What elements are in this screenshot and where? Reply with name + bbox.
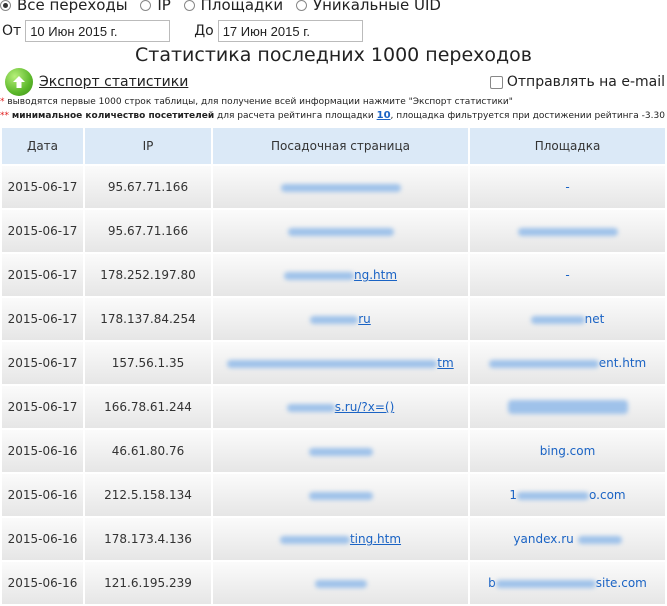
upload-arrow-icon[interactable] bbox=[5, 68, 33, 96]
cell-ip: 178.137.84.254 bbox=[83, 296, 213, 342]
cell-site[interactable]: bing.com bbox=[468, 428, 667, 474]
table-row: 2015-06-17 178.137.84.254 ru net bbox=[0, 296, 667, 342]
radio-button[interactable] bbox=[183, 0, 195, 11]
cell-site[interactable]: yandex.ru bbox=[468, 516, 667, 562]
radio-all-transitions[interactable]: Все переходы bbox=[0, 0, 128, 14]
min-visitors-count: 10 bbox=[376, 110, 391, 121]
cell-date: 2015-06-17 bbox=[0, 384, 85, 430]
radio-button[interactable] bbox=[295, 0, 307, 11]
cell-landing-page[interactable] bbox=[211, 208, 470, 254]
radio-unique-uid[interactable]: Уникальные UID bbox=[295, 0, 441, 14]
cell-ip: 46.61.80.76 bbox=[83, 428, 213, 474]
cell-date: 2015-06-17 bbox=[0, 296, 85, 342]
cell-ip: 166.78.61.244 bbox=[83, 384, 213, 430]
cell-date: 2015-06-17 bbox=[0, 340, 85, 386]
export-statistics[interactable]: Экспорт статистики bbox=[5, 68, 188, 96]
note-row-limit: * выводятся первые 1000 строк таблицы, д… bbox=[0, 97, 513, 107]
cell-site: - bbox=[468, 252, 667, 298]
table-header-row: Дата IP Посадочная страница Площадка bbox=[0, 126, 667, 166]
cell-date: 2015-06-16 bbox=[0, 472, 85, 518]
cell-landing-page[interactable]: s.ru/?x=() bbox=[211, 384, 470, 430]
cell-site[interactable] bbox=[468, 208, 667, 254]
table-row: 2015-06-17 157.56.1.35 tm ent.htm bbox=[0, 340, 667, 386]
cell-landing-page[interactable] bbox=[211, 560, 470, 606]
table-row: 2015-06-17 95.67.71.166 - bbox=[0, 164, 667, 210]
table-row: 2015-06-16 178.173.4.136 ting.htm yandex… bbox=[0, 516, 667, 562]
table-row: 2015-06-16 46.61.80.76 bing.com bbox=[0, 428, 667, 474]
transitions-table: Дата IP Посадочная страница Площадка 201… bbox=[0, 126, 667, 606]
cell-landing-page[interactable]: ting.htm bbox=[211, 516, 470, 562]
cell-date: 2015-06-16 bbox=[0, 516, 85, 562]
cell-landing-page[interactable]: ng.htm bbox=[211, 252, 470, 298]
cell-ip: 178.252.197.80 bbox=[83, 252, 213, 298]
radio-button[interactable] bbox=[0, 0, 11, 11]
cell-site[interactable]: ent.htm bbox=[468, 340, 667, 386]
cell-site[interactable]: net bbox=[468, 296, 667, 342]
cell-landing-page[interactable] bbox=[211, 164, 470, 210]
to-date-field[interactable]: 17 Июн 2015 г. bbox=[217, 20, 363, 42]
cell-landing-page[interactable]: ru bbox=[211, 296, 470, 342]
cell-ip: 212.5.158.134 bbox=[83, 472, 213, 518]
table-row: 2015-06-16 121.6.195.239 b site.com bbox=[0, 560, 667, 606]
note-min-visitors: ** минимальное количество посетителей дл… bbox=[0, 110, 665, 121]
email-checkbox[interactable] bbox=[489, 75, 503, 89]
column-header-ip: IP bbox=[83, 126, 213, 166]
cell-date: 2015-06-16 bbox=[0, 560, 85, 606]
cell-site[interactable] bbox=[468, 384, 667, 430]
cell-date: 2015-06-17 bbox=[0, 208, 85, 254]
date-range: От 10 Июн 2015 г. До 17 Июн 2015 г. bbox=[0, 20, 385, 42]
email-option[interactable]: Отправлять на e-mail bbox=[489, 74, 665, 90]
from-label: От bbox=[2, 23, 22, 39]
radio-button[interactable] bbox=[140, 0, 152, 11]
column-header-landing-page: Посадочная страница bbox=[211, 126, 470, 166]
page-title: Статистика последних 1000 переходов bbox=[134, 44, 532, 66]
cell-site: - bbox=[468, 164, 667, 210]
column-header-site: Площадка bbox=[468, 126, 667, 166]
from-date-field[interactable]: 10 Июн 2015 г. bbox=[25, 20, 171, 42]
cell-date: 2015-06-16 bbox=[0, 428, 85, 474]
export-statistics-link[interactable]: Экспорт статистики bbox=[39, 74, 189, 90]
table-row: 2015-06-17 95.67.71.166 bbox=[0, 208, 667, 254]
cell-landing-page[interactable] bbox=[211, 472, 470, 518]
table-row: 2015-06-16 212.5.158.134 1 o.com bbox=[0, 472, 667, 518]
cell-site[interactable]: 1 o.com bbox=[468, 472, 667, 518]
email-option-label: Отправлять на e-mail bbox=[506, 74, 665, 90]
cell-landing-page[interactable]: tm bbox=[211, 340, 470, 386]
cell-ip: 157.56.1.35 bbox=[83, 340, 213, 386]
cell-ip: 95.67.71.166 bbox=[83, 208, 213, 254]
cell-ip: 178.173.4.136 bbox=[83, 516, 213, 562]
cell-date: 2015-06-17 bbox=[0, 164, 85, 210]
cell-date: 2015-06-17 bbox=[0, 252, 85, 298]
cell-ip: 121.6.195.239 bbox=[83, 560, 213, 606]
column-header-date: Дата bbox=[0, 126, 85, 166]
to-label: До bbox=[194, 23, 214, 39]
cell-ip: 95.67.71.166 bbox=[83, 164, 213, 210]
filter-radio-group: Все переходы IP Площадки Уникальные UID bbox=[0, 0, 449, 16]
table-row: 2015-06-17 166.78.61.244 s.ru/?x=() bbox=[0, 384, 667, 430]
cell-site[interactable]: b site.com bbox=[468, 560, 667, 606]
radio-sites[interactable]: Площадки bbox=[183, 0, 283, 14]
table-row: 2015-06-17 178.252.197.80 ng.htm - bbox=[0, 252, 667, 298]
radio-ip[interactable]: IP bbox=[140, 0, 171, 14]
cell-landing-page[interactable] bbox=[211, 428, 470, 474]
